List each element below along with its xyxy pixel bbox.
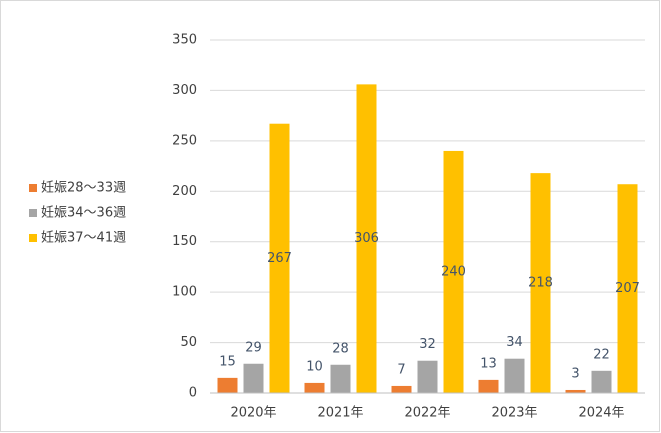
data-label: 29: [245, 340, 262, 355]
data-label: 7: [397, 362, 405, 377]
data-label: 22: [593, 347, 610, 362]
legend-label: 妊娠37～41週: [41, 231, 126, 246]
bar: [478, 379, 499, 393]
data-label: 218: [528, 276, 553, 291]
bar: [330, 364, 351, 393]
legend-swatch: [29, 234, 37, 242]
bar: [269, 123, 290, 393]
bar: [530, 173, 551, 393]
bar: [443, 150, 464, 393]
legend-label: 妊娠28～33週: [41, 181, 126, 196]
x-tick-label: 2023年: [491, 406, 537, 421]
y-tick-label: 150: [172, 234, 197, 249]
y-tick-label: 250: [172, 133, 197, 148]
x-tick-label: 2020年: [230, 406, 276, 421]
data-label: 13: [480, 356, 497, 371]
bar: [417, 360, 438, 393]
y-tick-label: 100: [172, 285, 197, 300]
data-label: 240: [441, 264, 466, 279]
data-label: 28: [332, 341, 349, 356]
bar: [617, 184, 638, 393]
x-tick-label: 2024年: [578, 406, 624, 421]
x-tick-label: 2021年: [317, 406, 363, 421]
data-label: 34: [506, 335, 523, 350]
data-label: 10: [306, 359, 323, 374]
y-tick-label: 350: [172, 33, 197, 48]
legend-swatch: [29, 209, 37, 217]
bar: [391, 385, 412, 393]
data-label: 207: [615, 281, 640, 296]
y-tick-label: 200: [172, 184, 197, 199]
data-label: 32: [419, 337, 436, 352]
legend-swatch: [29, 184, 37, 192]
data-label: 3: [571, 366, 579, 381]
legend-label: 妊娠34～36週: [41, 206, 126, 221]
data-label: 15: [219, 354, 236, 369]
y-tick-label: 50: [180, 335, 197, 350]
bar: [565, 389, 586, 393]
bar: [243, 363, 264, 393]
bar: [356, 84, 377, 394]
bar: [304, 382, 325, 393]
data-label: 306: [354, 231, 379, 246]
bar: [504, 358, 525, 393]
y-tick-label: 0: [189, 386, 197, 401]
data-label: 267: [267, 251, 292, 266]
bar: [217, 377, 238, 393]
bar: [591, 370, 612, 393]
x-tick-label: 2022年: [404, 406, 450, 421]
y-tick-label: 300: [172, 83, 197, 98]
